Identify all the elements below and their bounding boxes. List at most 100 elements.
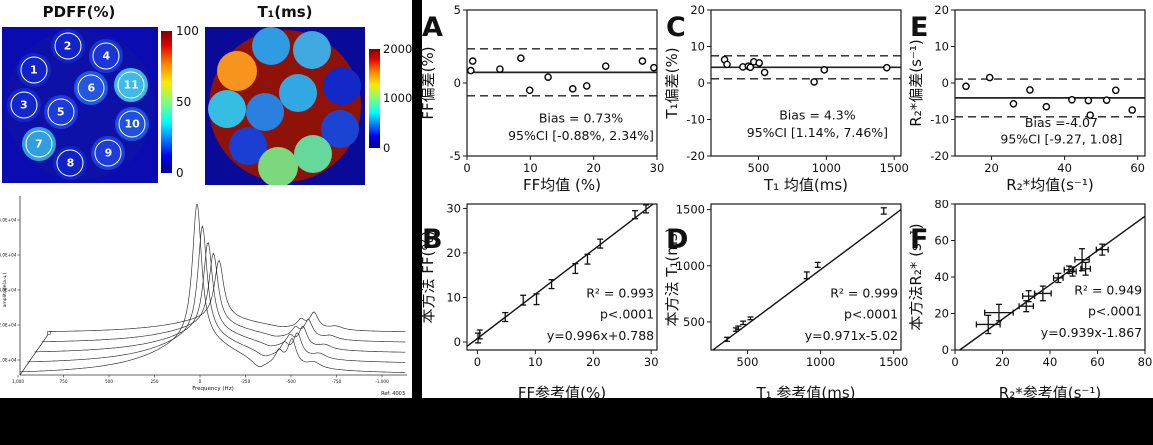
pdff-colorbar xyxy=(161,31,172,173)
t1-colorbar xyxy=(369,49,380,148)
pdff-phantom: 1 2 3 4 5 6 7 8 9 10 11 xyxy=(2,27,158,183)
t1-colorbar-tick-min: 0 xyxy=(383,141,391,155)
roi-number: 3 xyxy=(20,98,28,112)
spectrum-trace-3 xyxy=(34,242,406,353)
data-point xyxy=(1102,96,1111,104)
roi-number: 1 xyxy=(29,63,38,77)
annotation-line: y=0.996x+0.788 xyxy=(547,328,654,343)
x-tick-label: 30 xyxy=(650,161,664,175)
y-tick-label: -20 xyxy=(930,149,949,163)
panel-C: C 500 1000 1500 -20 -10 0 10 20 T₁ 均值(ms) T₁偏差(%) B… xyxy=(663,0,909,200)
annotation-line: R² = 0.949 xyxy=(1074,283,1142,298)
spectra-x-tick-label: 250 xyxy=(151,379,159,384)
annotation-line: p<.0001 xyxy=(600,307,654,322)
panel-D-chart: D 500 1000 1500 500 1000 1500 T₁ 参考值(ms) 本方法 T₁(… xyxy=(663,203,908,402)
y-tick-label: 20 xyxy=(690,3,705,17)
spectrum-trace-4 xyxy=(41,252,406,343)
pdff-roi-ring-11: 11 xyxy=(117,71,145,99)
x-axis-label: R₂*均值(s⁻¹) xyxy=(1006,176,1093,194)
fit-line xyxy=(959,215,1146,351)
y-tick-label: 20 xyxy=(446,246,461,260)
panel-E-chart: E 20 40 60 -20 -10 0 10 20 R₂*均值(s⁻¹) R₂*偏差(s⁻¹) Bi… xyxy=(907,3,1146,194)
panel-letter: A xyxy=(422,12,443,43)
pdff-roi-ring-3: 3 xyxy=(10,91,38,119)
y-tick-label: -10 xyxy=(930,113,949,127)
t1-vial-7 xyxy=(322,67,361,106)
x-axis-label: T₁ 均值(ms) xyxy=(763,176,848,194)
x-tick-label: 0 xyxy=(463,161,470,175)
data-point xyxy=(601,62,610,71)
y-tick-label: 20 xyxy=(934,307,949,321)
t1-vial-1 xyxy=(217,50,257,91)
y-tick-label: 60 xyxy=(934,234,949,248)
panel-C-chart: C 500 1000 1500 -20 -10 0 10 20 T₁ 均值(ms) T₁偏差(%) B… xyxy=(663,3,909,194)
y-axis-label: R₂*偏差(s⁻¹) xyxy=(909,39,925,126)
data-point xyxy=(468,57,477,65)
data-point xyxy=(582,82,591,90)
spectra-y-tick-label: 2.0E+04 xyxy=(0,323,17,328)
panel-D: D 500 1000 1500 500 1000 1500 T₁ 参考值(ms) 本方法 T₁(… xyxy=(663,200,909,406)
x-tick-label: 1000 xyxy=(806,355,835,369)
phantom-maps: PDFF(%) 1 2 3 4 5 6 7 8 9 10 11 100 50 0 T₁(ms) 20… xyxy=(0,0,412,190)
y-tick-label: 1000 xyxy=(676,259,705,273)
x-tick-label: 500 xyxy=(748,161,770,175)
annotation-line: Bias = 4.3% xyxy=(779,108,856,123)
x-tick-label: 1500 xyxy=(880,161,908,175)
spectra-x-tick-label: 750 xyxy=(60,379,68,384)
x-tick-label: 20 xyxy=(586,161,601,175)
y-tick-label: 80 xyxy=(934,200,949,211)
spectra-x-tick-label: -250 xyxy=(241,379,251,384)
y-tick-label: 20 xyxy=(934,3,949,17)
annotation-line: 95%CI [-0.88%, 2.34%] xyxy=(508,128,654,143)
data-point xyxy=(1111,86,1120,95)
t1-vial-5 xyxy=(246,92,284,131)
y-tick-label: 5 xyxy=(454,3,461,17)
panel-letter: D xyxy=(666,224,688,255)
x-tick-label: 10 xyxy=(528,355,543,369)
x-axis-label: R₂*参考值(s⁻¹) xyxy=(999,384,1101,402)
y-tick-label: 10 xyxy=(690,40,705,54)
spectra-y-tick-label: 4.0E+04 xyxy=(0,253,17,258)
x-tick-label: 1000 xyxy=(812,161,841,175)
spectra-x-tick-label: -1,000 xyxy=(375,379,389,384)
data-point xyxy=(1084,96,1093,105)
x-tick-label: 40 xyxy=(1057,161,1072,175)
panel-B: B 0 10 20 30 0 10 20 30 FF参考值(%) 本方法 FF(%) R² = 0.9… xyxy=(419,200,665,406)
y-tick-label: 1500 xyxy=(676,203,705,217)
t1-vial-10 xyxy=(257,146,298,185)
spectra-z-axis xyxy=(19,332,50,376)
spectra-x-tick-label: -750 xyxy=(332,379,342,384)
x-tick-label: 0 xyxy=(474,355,481,369)
y-tick-label: 10 xyxy=(446,290,461,304)
data-point xyxy=(755,59,763,67)
plot-box xyxy=(466,203,658,351)
data-points xyxy=(720,55,891,86)
y-tick-label: 0 xyxy=(942,343,949,357)
y-axis-label: 本方法 T₁(ms) xyxy=(665,227,681,326)
panel-E: E 20 40 60 -20 -10 0 10 20 R₂*均值(s⁻¹) R₂*偏差(s⁻¹) Bi… xyxy=(907,0,1153,200)
annotation-line: 95%CI [1.14%, 7.46%] xyxy=(747,125,888,140)
pdff-roi-ring-5: 5 xyxy=(47,98,75,126)
roi-number: 7 xyxy=(34,137,43,151)
data-point xyxy=(1042,102,1051,111)
t1-vial-6 xyxy=(278,74,317,113)
analysis-panels: A 0 10 20 30 -5 0 5 FF均值 (%) FF偏差(%) Bias = 0.73% 9… xyxy=(419,0,1153,402)
spectra-x-tick-label: 0 xyxy=(199,379,202,384)
t1-vial-2 xyxy=(252,27,291,66)
y-axis-label: 本方法R₂* (s⁻¹) xyxy=(909,223,925,330)
pdff-colorbar-tick-min: 0 xyxy=(176,166,184,180)
plot-box xyxy=(710,203,902,351)
panel-F-chart: F 0 20 40 60 80 0 20 40 60 80 R₂*参考值(s⁻¹) 本方法R₂* (s⁻… xyxy=(907,197,1152,402)
y-tick-label: 0 xyxy=(698,76,705,90)
data-points xyxy=(975,243,1109,335)
roi-number: 5 xyxy=(56,105,65,119)
annotation-line: R² = 0.993 xyxy=(586,285,654,300)
x-axis-label: FF参考值(%) xyxy=(518,384,606,402)
spectrum-trace-5 xyxy=(48,259,406,333)
spectra-y-tick-label: 5.0E+04 xyxy=(0,218,17,223)
pdff-colorbar-tick-mid: 50 xyxy=(176,95,192,109)
data-points xyxy=(962,73,1137,119)
pdff-roi-ring-9: 9 xyxy=(94,139,122,167)
roi-number: 6 xyxy=(87,81,96,95)
